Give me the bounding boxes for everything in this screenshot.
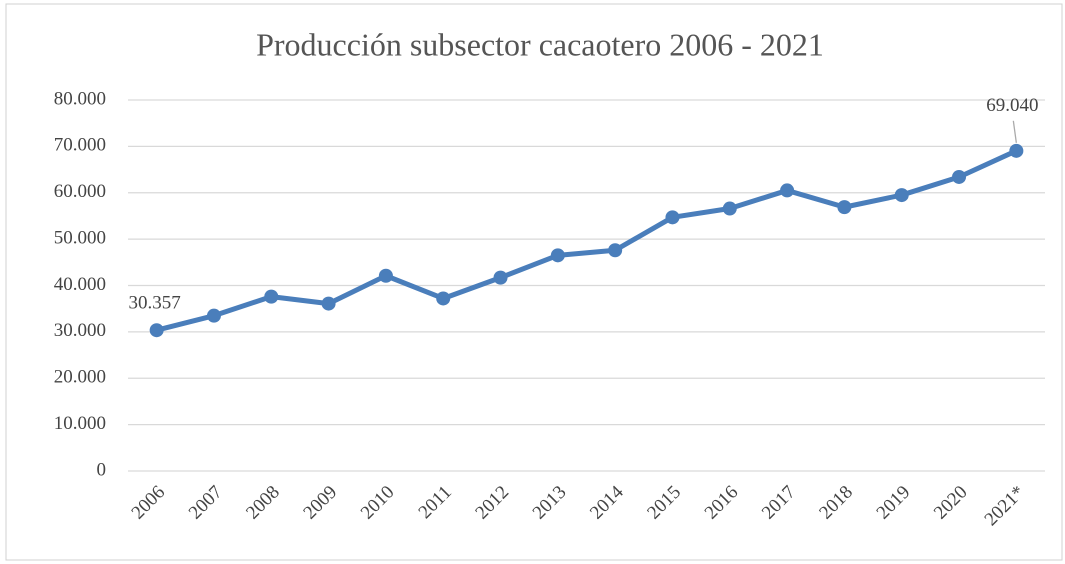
marker — [321, 296, 336, 311]
y-tick-label: 60.000 — [54, 181, 106, 202]
data-label: 30.357 — [129, 293, 181, 314]
y-tick-label: 40.000 — [54, 274, 106, 295]
marker — [1009, 143, 1024, 158]
y-tick-label: 10.000 — [54, 413, 106, 434]
marker — [550, 248, 565, 263]
marker — [837, 200, 852, 215]
label-leader — [1012, 120, 1017, 143]
marker — [206, 308, 221, 323]
marker — [436, 291, 451, 306]
marker — [264, 289, 279, 304]
y-tick-label: 0 — [97, 459, 107, 480]
marker — [952, 169, 967, 184]
data-label: 69.040 — [986, 95, 1038, 116]
y-tick-label: 30.000 — [54, 320, 106, 341]
chart-title: Producción subsector cacaotero 2006 - 20… — [256, 26, 824, 62]
marker — [608, 243, 623, 258]
chart-frame — [5, 3, 1063, 561]
marker — [665, 210, 680, 225]
y-tick-label: 50.000 — [54, 227, 106, 248]
marker — [149, 323, 164, 338]
marker — [780, 183, 795, 198]
y-tick-label: 80.000 — [54, 88, 106, 109]
marker — [378, 268, 393, 283]
y-tick-label: 70.000 — [54, 135, 106, 156]
marker — [894, 188, 909, 203]
marker — [722, 201, 737, 216]
marker — [493, 270, 508, 285]
y-tick-label: 20.000 — [54, 367, 106, 388]
line — [156, 148, 1018, 333]
